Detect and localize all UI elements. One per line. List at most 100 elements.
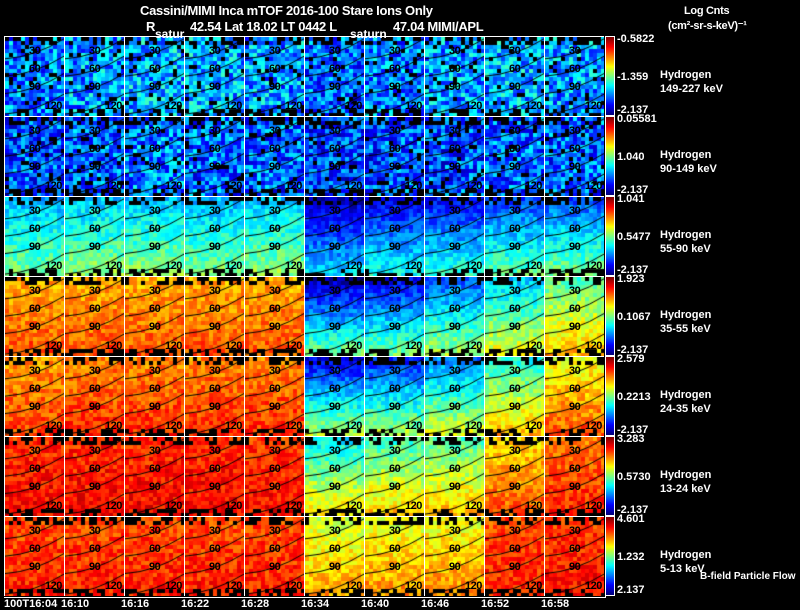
spectrogram-tile: 30 60 90 120 <box>64 196 124 276</box>
colorbar-max-value: 1.923 <box>617 273 645 285</box>
contour-label: 30 <box>569 45 581 57</box>
tile-image <box>485 277 544 356</box>
contour-label: 60 <box>329 63 341 75</box>
tile-image <box>305 437 364 516</box>
spectrogram-tile: 30 60 90 120 <box>424 36 484 116</box>
spectrogram-tile: 30 60 90 120 <box>184 196 244 276</box>
energy-range: 35-55 keV <box>660 323 711 335</box>
spectrogram-tile: 30 60 90 120 <box>244 516 304 596</box>
contour-label: 120 <box>105 260 122 272</box>
colorbar-mid-value: 0.5477 <box>617 231 651 243</box>
contour-label: 120 <box>45 340 62 352</box>
contour-label: 120 <box>105 180 122 192</box>
contour-label: 90 <box>29 481 41 493</box>
contour-label: 90 <box>29 241 41 253</box>
spectrogram-tile: 30 60 90 120 <box>304 436 364 516</box>
footer-note: B-field Particle Flow <box>700 571 796 582</box>
contour-label: 120 <box>465 260 482 272</box>
tile-image <box>245 357 304 436</box>
colorbar-max-value: 2.579 <box>617 353 645 365</box>
contour-label: 30 <box>29 205 41 217</box>
contour-label: 90 <box>329 161 341 173</box>
contour-label: 120 <box>345 180 362 192</box>
contour-label: 30 <box>89 525 101 537</box>
spectrogram-tile: 30 60 90 120 <box>244 276 304 356</box>
saturn-label: saturn <box>350 27 387 41</box>
energy-range: 90-149 keV <box>660 163 717 175</box>
contour-label: 60 <box>389 543 401 555</box>
tile-image <box>5 117 64 196</box>
contour-label: 90 <box>389 401 401 413</box>
spectrogram-tile: 30 60 90 120 <box>424 276 484 356</box>
tile-image <box>125 517 184 596</box>
tile-image <box>185 517 244 596</box>
spectrogram-tile: 30 60 90 120 <box>64 516 124 596</box>
contour-label: 120 <box>165 580 182 592</box>
spectrogram-tile: 30 60 90 120 <box>184 356 244 436</box>
contour-label: 60 <box>509 63 521 75</box>
contour-label: 120 <box>525 260 542 272</box>
contour-label: 90 <box>89 161 101 173</box>
tile-image <box>425 277 484 356</box>
contour-label: 60 <box>209 63 221 75</box>
contour-label: 60 <box>209 463 221 475</box>
contour-label: 90 <box>569 481 581 493</box>
tile-image <box>125 357 184 436</box>
contour-label: 90 <box>149 161 161 173</box>
contour-label: 60 <box>269 223 281 235</box>
contour-label: 30 <box>209 205 221 217</box>
contour-label: 90 <box>269 401 281 413</box>
contour-label: 120 <box>345 260 362 272</box>
spectrogram-tile: 30 60 90 120 <box>184 276 244 356</box>
contour-label: 90 <box>269 81 281 93</box>
spectrogram-tile: 30 60 90 120 <box>304 276 364 356</box>
contour-label: 120 <box>465 500 482 512</box>
contour-label: 30 <box>569 205 581 217</box>
time-tick-label: 100T16:04 <box>4 598 58 610</box>
energy-range: 149-227 keV <box>660 83 723 95</box>
colorbar-mid-value: 1.232 <box>617 551 645 563</box>
contour-label: 120 <box>585 180 602 192</box>
tile-image <box>125 277 184 356</box>
tile-image <box>65 357 124 436</box>
contour-label: 90 <box>269 161 281 173</box>
tile-image <box>305 277 364 356</box>
contour-label: 120 <box>165 340 182 352</box>
spectrogram-tile: 30 60 90 120 <box>364 516 424 596</box>
contour-label: 120 <box>105 580 122 592</box>
contour-label: 60 <box>29 303 41 315</box>
contour-label: 30 <box>209 285 221 297</box>
saturn-label: satur <box>155 27 185 41</box>
spectrogram-tile: 30 60 90 120 <box>484 196 544 276</box>
contour-label: 30 <box>569 365 581 377</box>
spectrogram-tile: 30 60 90 120 <box>544 516 604 596</box>
contour-label: 120 <box>405 180 422 192</box>
contour-label: 60 <box>329 303 341 315</box>
contour-label: 90 <box>449 321 461 333</box>
contour-label: 30 <box>509 525 521 537</box>
contour-label: 90 <box>209 481 221 493</box>
spectrogram-tile: 30 60 90 120 <box>244 196 304 276</box>
contour-label: 90 <box>29 401 41 413</box>
contour-label: 90 <box>329 241 341 253</box>
contour-label: 90 <box>449 241 461 253</box>
species-label: Hydrogen 35-55 keV <box>660 308 711 336</box>
contour-label: 120 <box>225 580 242 592</box>
tile-image <box>365 197 424 276</box>
species-name: Hydrogen <box>660 69 712 81</box>
contour-label: 30 <box>29 445 41 457</box>
contour-label: 120 <box>585 420 602 432</box>
contour-label: 30 <box>329 285 341 297</box>
contour-label: 120 <box>345 500 362 512</box>
contour-label: 30 <box>89 125 101 137</box>
contour-label: 30 <box>209 125 221 137</box>
contour-label: 90 <box>89 321 101 333</box>
spectrogram-tile: 30 60 90 120 <box>4 36 64 116</box>
contour-label: 120 <box>285 100 302 112</box>
contour-label: 90 <box>449 481 461 493</box>
contour-label: 30 <box>389 45 401 57</box>
tile-image <box>365 37 424 116</box>
contour-label: 60 <box>29 63 41 75</box>
contour-label: 60 <box>509 143 521 155</box>
tile-image <box>245 437 304 516</box>
